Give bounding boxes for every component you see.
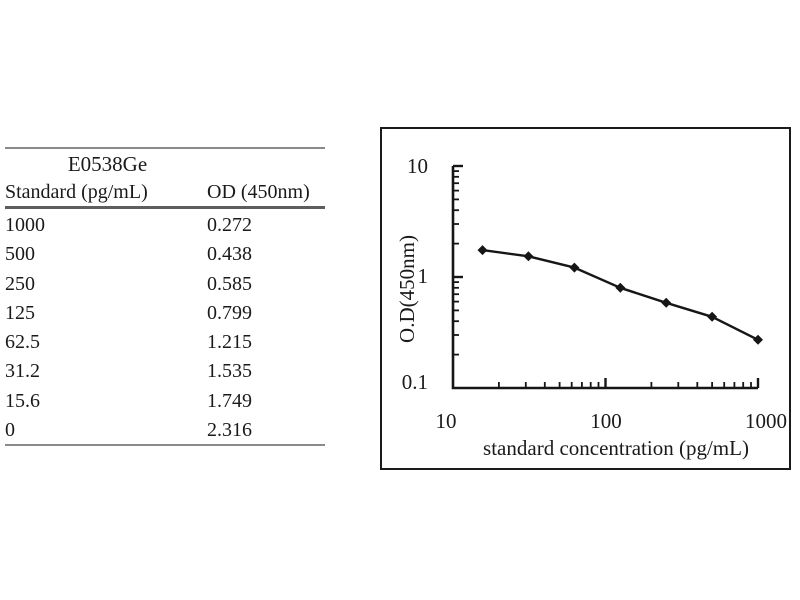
standards-table: E0538Ge Standard (pg/mL) OD (450nm) 1000… [5, 147, 325, 447]
y-axis-tick-label-1: 1 [417, 264, 429, 288]
table-header-rule [5, 206, 325, 209]
table-top-rule [5, 147, 325, 149]
standard-value-cell: 125 [5, 301, 35, 324]
standard-value-cell: 31.2 [5, 360, 40, 383]
table-row: 1000 0.272 [5, 213, 325, 242]
od-value-cell: 2.316 [207, 419, 252, 442]
standard-value-cell: 15.6 [5, 389, 40, 412]
table-bottom-rule [5, 444, 325, 446]
od-value-cell: 0.272 [207, 214, 252, 236]
standard-value-cell: 500 [5, 243, 35, 266]
x-axis-tick-label-1000: 1000 [745, 409, 787, 433]
standard-value-cell: 1000 [5, 214, 45, 236]
od-value-cell: 0.585 [207, 272, 252, 295]
standard-value-cell: 0 [5, 419, 15, 442]
y-axis-tick-label-10: 10 [407, 154, 428, 178]
od-value-cell: 0.799 [207, 301, 252, 324]
table-row: 125 0.799 [5, 301, 325, 330]
y-axis-title: O.D(450nm) [395, 235, 419, 343]
x-axis-tick-label-10: 10 [435, 409, 457, 433]
standard-value-cell: 250 [5, 272, 35, 295]
table-row: 500 0.438 [5, 242, 325, 271]
column-header-standard: Standard (pg/mL) [5, 181, 148, 203]
y-axis-tick-label-0.1: 0.1 [401, 370, 428, 394]
column-header-od: OD (450nm) [207, 181, 310, 203]
od-value-cell: 1.215 [207, 331, 252, 354]
od-value-cell: 0.438 [207, 243, 252, 266]
x-axis-tick-label-100: 100 [590, 409, 622, 433]
standard-value-cell: 62.5 [5, 331, 40, 354]
table-row: 31.2 1.535 [5, 359, 325, 388]
x-axis-title: standard concentration (pg/mL) [483, 436, 749, 460]
table-row: 250 0.585 [5, 272, 325, 301]
table-row: 15.6 1.749 [5, 389, 325, 418]
table-row: 62.5 1.215 [5, 330, 325, 359]
table-title: E0538Ge [67, 152, 148, 176]
table-body: 1000 0.272 500 0.438 250 0.585 125 0.799… [5, 213, 325, 447]
table-row: 0 2.316 [5, 418, 325, 447]
od-value-cell: 1.749 [207, 389, 252, 412]
od-value-cell: 1.535 [207, 360, 252, 383]
